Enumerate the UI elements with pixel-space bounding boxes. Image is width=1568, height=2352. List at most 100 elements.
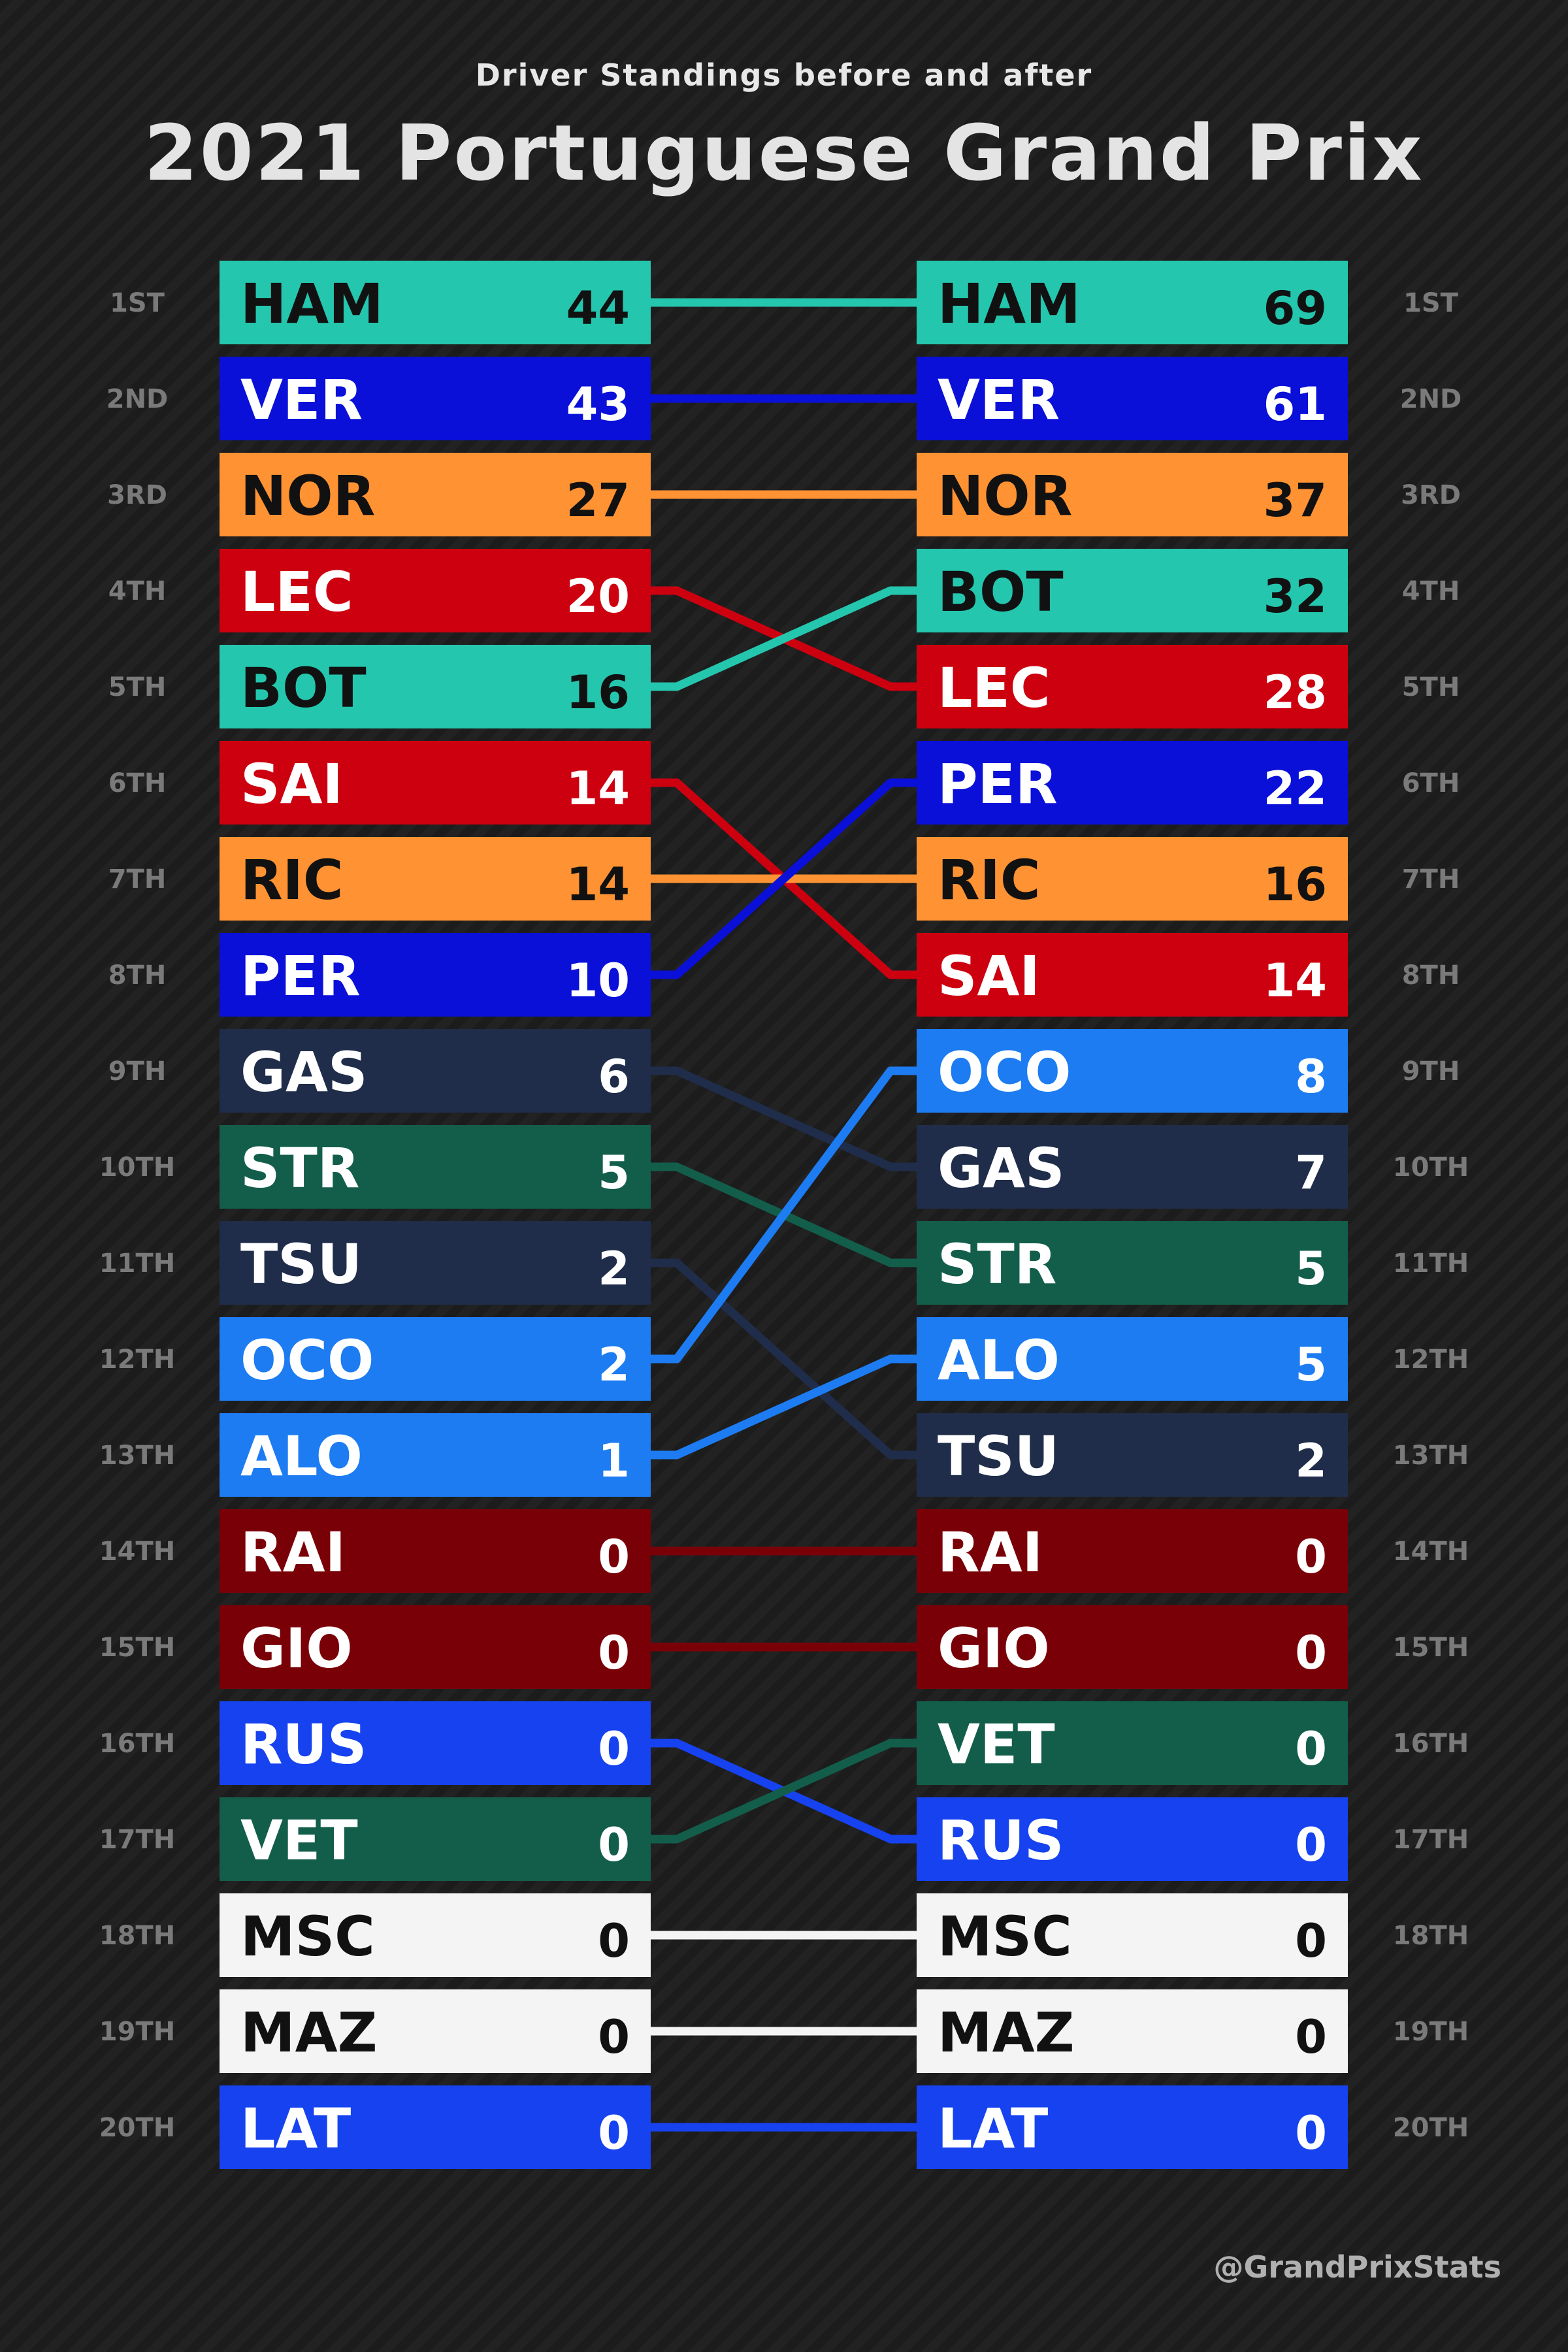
before-driver-code: GAS [240,1040,367,1104]
before-row-lec: LEC 20 [220,549,651,632]
after-driver-code: PER [938,752,1058,816]
before-row-rai: RAI 0 [220,1509,651,1593]
after-driver-code: VER [938,368,1060,432]
before-box-per [220,933,651,1017]
before-driver-code: RUS [240,1712,367,1776]
before-driver-points: 2 [598,1242,630,1296]
after-row-vet: VET 0 [917,1701,1348,1785]
after-row-nor: NOR 37 [917,453,1348,536]
after-driver-code: RIC [938,848,1041,912]
after-box-sai [917,933,1348,1017]
after-row-oco: OCO 8 [917,1029,1348,1113]
after-row-lat: LAT 0 [917,2085,1348,2169]
before-driver-points: 2 [598,1338,630,1392]
before-driver-code: PER [240,944,361,1008]
before-driver-points: 6 [598,1050,630,1103]
after-box-ver [917,357,1348,440]
after-driver-code: ALO [938,1328,1060,1392]
before-driver-points: 0 [598,2010,630,2064]
position-label-right: 6TH [1402,768,1460,798]
after-driver-code: TSU [938,1424,1059,1488]
after-box-gio [917,1605,1348,1689]
before-driver-code: VER [240,368,363,432]
before-driver-points: 5 [598,1146,630,1200]
before-box-sai [220,741,651,825]
before-row-maz: MAZ 0 [220,1989,651,2073]
after-box-lec [917,645,1348,728]
after-driver-code: RUS [938,1808,1064,1872]
link-tsu [646,1258,921,1460]
before-driver-points: 20 [566,570,630,623]
position-label-left: 8TH [108,960,167,990]
position-label-left: 13TH [99,1441,175,1471]
after-driver-points: 0 [1295,1722,1327,1776]
position-label-right: 17TH [1393,1825,1469,1855]
after-row-gas: GAS 7 [917,1125,1348,1209]
after-row-rai: RAI 0 [917,1509,1348,1593]
before-row-oco: OCO 2 [220,1317,651,1401]
position-label-right: 3RD [1401,480,1461,510]
before-driver-code: LAT [240,2097,351,2161]
chart-title: 2021 Portuguese Grand Prix [144,108,1424,198]
link-alo [646,1354,921,1460]
before-row-ver: VER 43 [220,357,651,440]
position-label-right: 8TH [1402,960,1460,990]
after-driver-points: 5 [1295,1242,1327,1296]
position-label-right: 4TH [1402,576,1460,606]
before-driver-points: 14 [566,762,630,815]
before-row-bot: BOT 16 [220,645,651,728]
before-box-vet [220,1797,651,1881]
after-driver-code: HAM [938,272,1081,336]
after-row-gio: GIO 0 [917,1605,1348,1689]
after-row-sai: SAI 14 [917,933,1348,1017]
before-row-gio: GIO 0 [220,1605,651,1689]
position-label-right: 16TH [1393,1729,1469,1759]
after-box-vet [917,1701,1348,1785]
position-label-right: 12TH [1393,1345,1469,1375]
position-label-left: 19TH [99,2017,175,2047]
position-label-left: 4TH [108,576,167,606]
before-row-tsu: TSU 2 [220,1221,651,1305]
after-box-ric [917,837,1348,921]
after-row-maz: MAZ 0 [917,1989,1348,2073]
before-box-ham [220,261,651,344]
position-label-right: 19TH [1393,2017,1469,2047]
position-label-left: 3RD [107,480,167,510]
before-box-ver [220,357,651,440]
chart-subtitle: Driver Standings before and after [475,57,1093,93]
before-driver-points: 0 [598,1530,630,1584]
before-row-nor: NOR 27 [220,453,651,536]
before-row-vet: VET 0 [220,1797,651,1881]
after-driver-points: 0 [1295,1530,1327,1584]
after-driver-code: GIO [938,1616,1050,1680]
before-box-str [220,1125,651,1209]
position-label-right: 15TH [1393,1633,1469,1663]
after-driver-points: 5 [1295,1338,1327,1392]
after-row-tsu: TSU 2 [917,1413,1348,1497]
after-driver-points: 16 [1264,858,1327,911]
before-box-nor [220,453,651,536]
after-driver-points: 7 [1295,1146,1327,1200]
position-label-left: 16TH [99,1729,175,1759]
before-row-sai: SAI 14 [220,741,651,825]
before-driver-code: NOR [240,464,375,528]
before-box-rai [220,1509,651,1593]
after-driver-code: OCO [938,1040,1071,1104]
after-driver-points: 14 [1264,954,1327,1007]
after-box-ham [917,261,1348,344]
after-driver-code: MSC [938,1904,1072,1968]
after-box-oco [917,1029,1348,1113]
before-driver-code: OCO [240,1328,374,1392]
link-oco [646,1066,921,1364]
link-bot [646,586,921,691]
before-driver-code: MSC [240,1904,375,1968]
before-driver-code: ALO [240,1424,363,1488]
after-box-per [917,741,1348,825]
after-row-alo: ALO 5 [917,1317,1348,1401]
after-box-msc [917,1893,1348,1977]
before-row-rus: RUS 0 [220,1701,651,1785]
before-driver-points: 10 [566,954,630,1007]
before-driver-points: 0 [598,1626,630,1680]
before-driver-points: 0 [598,1818,630,1872]
